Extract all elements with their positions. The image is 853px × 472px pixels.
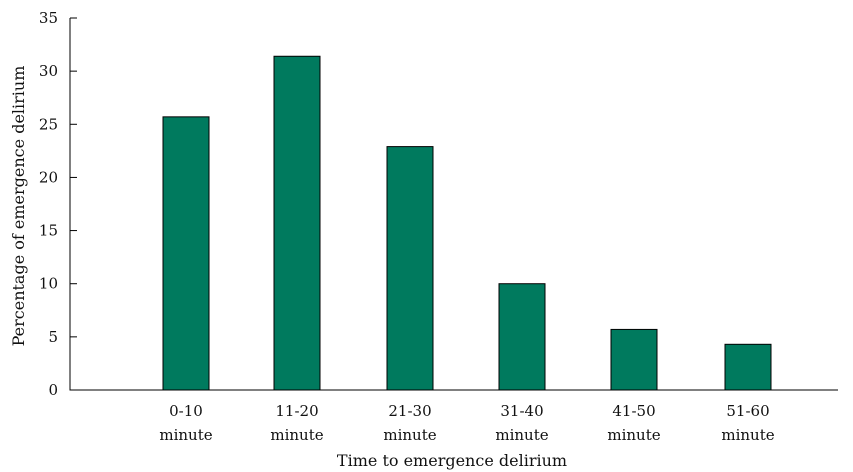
axis-lines	[69, 18, 838, 391]
y-axis-label: Percentage of emergence delirium	[9, 66, 28, 347]
bar	[610, 328, 658, 391]
bars	[162, 55, 772, 391]
bar	[724, 343, 772, 391]
y-tick-label: 25	[39, 115, 58, 133]
bar	[162, 116, 210, 391]
y-tick-label: 35	[39, 9, 58, 27]
x-tick-label: 51-60 minute	[721, 402, 774, 444]
x-tick-label: 31-40 minute	[495, 402, 548, 444]
y-tick-label: 10	[39, 275, 58, 293]
bar	[386, 146, 434, 391]
y-tick-label: 15	[39, 222, 58, 240]
bar	[498, 283, 546, 391]
y-tick-label: 20	[39, 168, 58, 186]
y-tick-label: 30	[39, 62, 58, 80]
y-axis-ticks: 0 5 10 15 20 25 30 35	[39, 9, 77, 399]
y-tick-label: 5	[48, 328, 58, 346]
x-axis-label: Time to emergence delirium	[337, 451, 567, 470]
x-axis-tick-labels: 0-10 minute 11-20 minute 21-30 minute 31-40 min…	[159, 402, 774, 444]
x-tick-label: 11-20 minute	[270, 402, 323, 444]
x-tick-label: 21-30 minute	[383, 402, 436, 444]
x-tick-label: 41-50 minute	[607, 402, 660, 444]
x-tick-label: 0-10 minute	[159, 402, 212, 444]
y-tick-label: 0	[48, 381, 58, 399]
bar	[273, 55, 321, 391]
